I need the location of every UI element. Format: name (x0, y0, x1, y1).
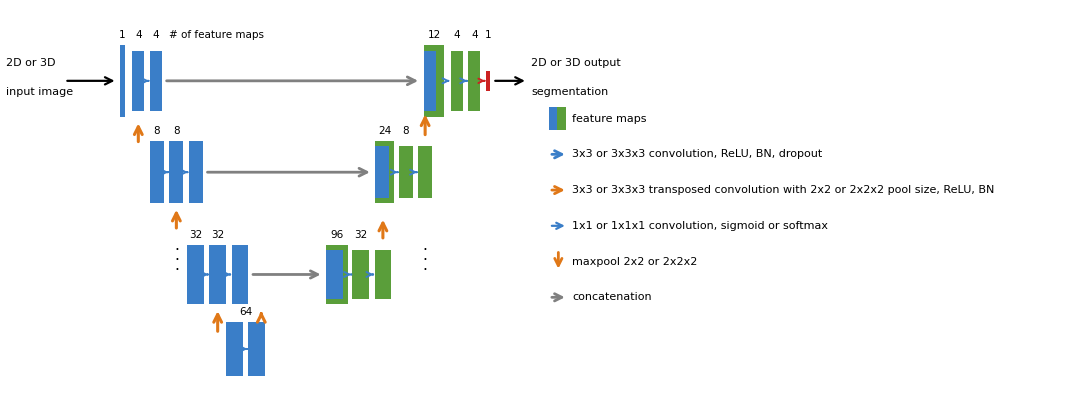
Bar (132, 51, 145, 111)
Bar (375, 250, 391, 299)
Text: 64: 64 (239, 307, 252, 317)
Text: 32: 32 (189, 230, 202, 240)
Text: 1: 1 (119, 30, 126, 40)
Text: input image: input image (6, 87, 73, 97)
Text: .: . (423, 258, 427, 272)
Bar (419, 146, 432, 198)
Bar (187, 245, 203, 304)
Text: 4: 4 (454, 30, 460, 40)
Bar (169, 142, 183, 203)
Bar (210, 245, 226, 304)
Bar (326, 250, 343, 299)
Text: .: . (174, 238, 179, 253)
Text: 32: 32 (354, 230, 367, 240)
Text: .: . (423, 238, 427, 253)
Text: 4: 4 (135, 30, 142, 40)
Text: 4: 4 (152, 30, 160, 40)
Text: 32: 32 (211, 230, 225, 240)
Bar (150, 142, 164, 203)
Bar (469, 51, 480, 111)
Text: 24: 24 (378, 126, 391, 136)
Bar (550, 107, 557, 130)
Bar (557, 107, 566, 130)
Text: 2D or 3D: 2D or 3D (6, 58, 55, 68)
Text: 4: 4 (471, 30, 477, 40)
Text: 8: 8 (173, 126, 180, 136)
Text: 2D or 3D output: 2D or 3D output (531, 58, 621, 68)
Bar (226, 322, 243, 376)
Text: 3x3 or 3x3x3 transposed convolution with 2x2 or 2x2x2 pool size, ReLU, BN: 3x3 or 3x3x3 transposed convolution with… (572, 185, 995, 195)
Bar (424, 51, 436, 111)
Text: 1: 1 (485, 30, 491, 40)
Text: 96: 96 (330, 230, 344, 240)
Text: 12: 12 (427, 30, 441, 40)
Text: # of feature maps: # of feature maps (169, 30, 264, 40)
Text: concatenation: concatenation (572, 292, 652, 302)
Text: 1x1 or 1x1x1 convolution, sigmoid or softmax: 1x1 or 1x1x1 convolution, sigmoid or sof… (572, 221, 829, 231)
Text: maxpool 2x2 or 2x2x2: maxpool 2x2 or 2x2x2 (572, 256, 698, 266)
Text: feature maps: feature maps (572, 114, 646, 124)
Text: 8: 8 (153, 126, 160, 136)
Text: .: . (423, 248, 427, 263)
Text: .: . (174, 258, 179, 272)
Text: segmentation: segmentation (531, 87, 609, 97)
Text: .: . (174, 248, 179, 263)
Bar (326, 245, 347, 304)
Bar (231, 245, 248, 304)
Text: 8: 8 (403, 126, 409, 136)
Bar (450, 51, 462, 111)
Bar (150, 51, 162, 111)
Bar (424, 45, 444, 116)
Bar (120, 45, 125, 116)
Bar (189, 142, 202, 203)
Bar (376, 146, 390, 198)
Bar (376, 142, 394, 203)
Bar (248, 322, 265, 376)
Bar (353, 250, 368, 299)
Bar (398, 146, 412, 198)
Bar (486, 71, 490, 91)
Text: 3x3 or 3x3x3 convolution, ReLU, BN, dropout: 3x3 or 3x3x3 convolution, ReLU, BN, drop… (572, 149, 822, 159)
